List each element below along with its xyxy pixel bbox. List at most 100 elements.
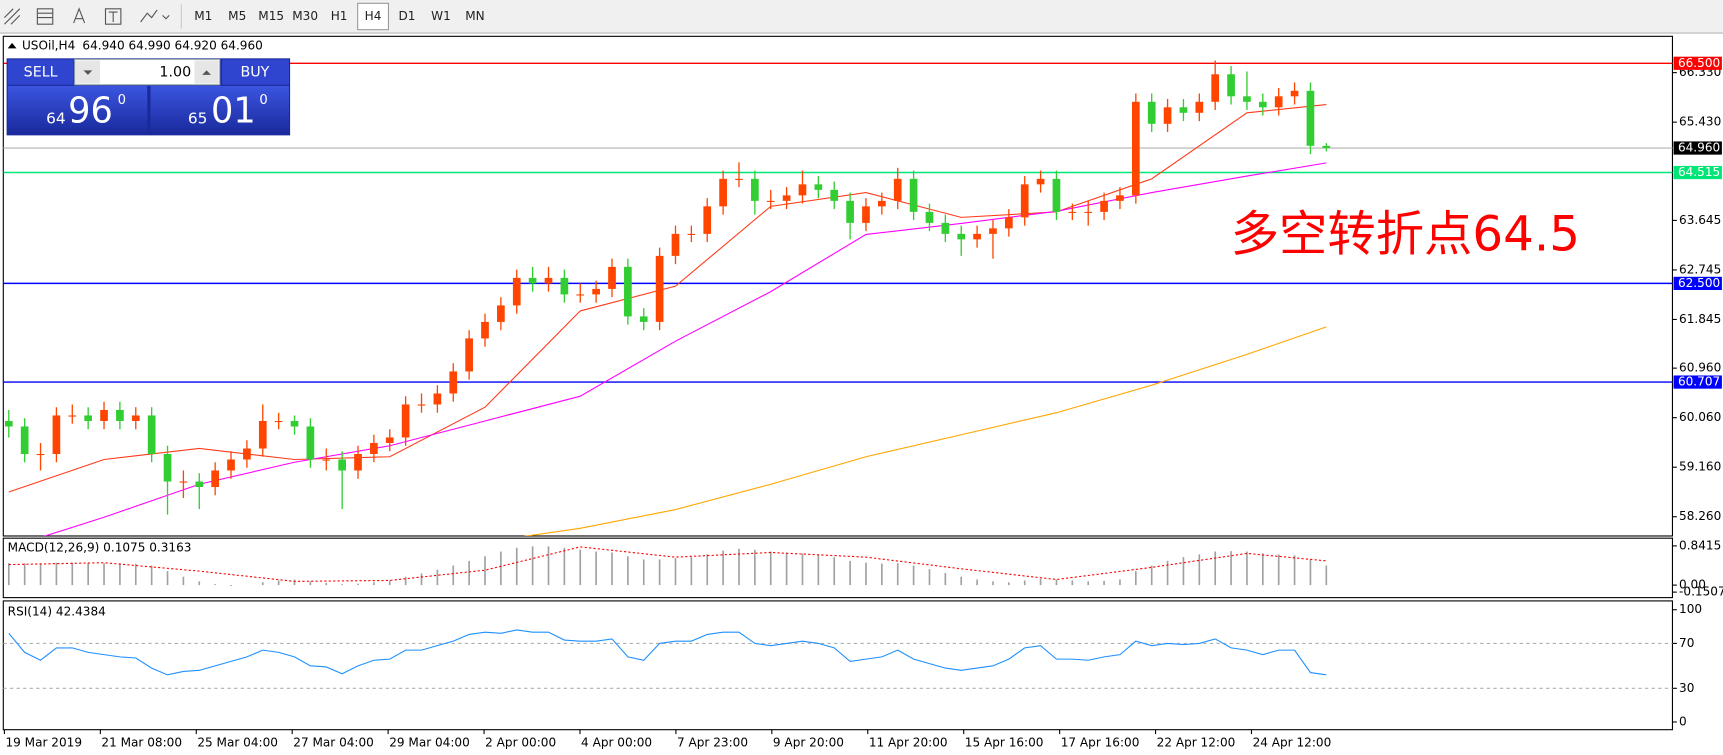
candle-body	[147, 415, 156, 454]
x-tick-label: 11 Apr 20:00	[869, 735, 948, 749]
timeframe-button[interactable]: W1	[431, 9, 451, 23]
up-arrow	[202, 70, 211, 75]
candle-body	[116, 409, 124, 421]
candle-body	[766, 200, 775, 202]
candle-body	[893, 178, 902, 201]
candle-body	[1147, 101, 1156, 124]
x-tick-label: 15 Apr 16:00	[965, 735, 1044, 749]
x-tick-label: 7 Apr 23:00	[677, 735, 748, 749]
timeframe-button[interactable]: M30	[292, 9, 318, 23]
timeframe-button[interactable]: MN	[465, 9, 484, 23]
candle-body	[830, 189, 839, 201]
toolbar-icons	[4, 4, 182, 29]
sell-label[interactable]: SELL	[24, 65, 58, 81]
candle-body	[1163, 107, 1172, 124]
candle-body	[973, 233, 981, 240]
fibo-icon[interactable]	[4, 8, 21, 25]
macd-tick-label: 0.8415	[1679, 538, 1721, 552]
candle-body	[52, 415, 61, 454]
candle-body	[719, 178, 727, 207]
candle-body	[1052, 178, 1061, 212]
x-tick-label: 9 Apr 20:00	[773, 735, 844, 749]
candle-body	[465, 338, 473, 372]
candle-body	[322, 459, 331, 461]
grid-icon[interactable]	[36, 8, 54, 25]
macd-tick-label: -0.1507	[1679, 585, 1723, 599]
candle-body	[846, 200, 854, 223]
timeframe-button[interactable]: H4	[365, 9, 382, 23]
candle-body	[163, 453, 172, 482]
shapes-icon[interactable]	[140, 9, 170, 23]
candle-body	[433, 393, 442, 405]
macd-tick-label: 0.00	[1679, 578, 1706, 592]
rsi-panel	[2, 600, 1674, 731]
candle-body	[512, 277, 521, 306]
sell-price-box[interactable]	[7, 85, 148, 135]
timeframe-button[interactable]: H1	[331, 9, 348, 23]
one-click-trading: SELL 1.00 BUY 64 96 0 65 01 0	[6, 58, 291, 136]
candle-body	[1258, 101, 1267, 108]
candle-body	[449, 371, 458, 394]
candle-body	[1036, 178, 1045, 185]
candle-body	[1179, 107, 1188, 113]
candle-body	[227, 459, 235, 471]
rsi-title: RSI(14) 42.4384	[8, 604, 106, 618]
y-tick-label: 62.745	[1679, 262, 1721, 276]
level-label-bg	[1673, 56, 1722, 70]
price-plot	[3, 60, 1673, 536]
candle-body	[1116, 195, 1124, 201]
level-label: 64.515	[1678, 165, 1720, 179]
candle-body	[179, 481, 188, 483]
symbol-title: USOil,H4	[22, 39, 75, 53]
candle-body	[1227, 74, 1235, 97]
selected-timeframe	[357, 2, 389, 31]
candle-body	[624, 266, 632, 317]
rsi-line	[8, 629, 1327, 676]
candle-body	[36, 453, 45, 456]
timeframe-button[interactable]: D1	[399, 9, 416, 23]
timeframe-button[interactable]: M5	[228, 9, 246, 23]
buy-button[interactable]	[221, 59, 289, 85]
candle-body	[354, 453, 362, 471]
candle-body	[258, 420, 267, 449]
timeframe-button[interactable]: M15	[258, 9, 284, 23]
rsi-tick-label: 100	[1679, 602, 1702, 616]
text-icon[interactable]	[73, 7, 86, 24]
macd-signal	[8, 546, 1327, 582]
buy-price-box[interactable]	[150, 85, 289, 135]
level-label-bg	[1673, 165, 1722, 180]
candle-body	[385, 437, 394, 443]
candle-body	[798, 184, 807, 196]
buy-price-pips: 01	[211, 90, 256, 131]
rsi-tick-label: 0	[1679, 714, 1687, 728]
sell-button[interactable]	[7, 59, 74, 85]
x-tick-label: 25 Mar 04:00	[197, 735, 278, 749]
candle-body	[576, 294, 585, 296]
candle-body	[1068, 211, 1077, 213]
y-tick-label: 65.430	[1679, 115, 1721, 129]
candle-body	[417, 404, 426, 406]
collapse-triangle[interactable]	[7, 42, 17, 49]
candle-body	[1020, 184, 1029, 218]
candle-body	[4, 420, 13, 427]
rsi-tick-label: 70	[1679, 636, 1694, 650]
sell-price-fraction: 0	[118, 93, 126, 108]
candle-body	[957, 233, 966, 240]
buy-label[interactable]: BUY	[240, 65, 269, 81]
candle-body	[735, 178, 743, 180]
volume-value[interactable]: 1.00	[159, 65, 191, 81]
buy-price-fraction: 0	[259, 93, 267, 108]
candle-body	[1290, 90, 1299, 97]
timeframe-button[interactable]: M1	[194, 9, 212, 23]
x-tick-label: 17 Apr 16:00	[1061, 735, 1140, 749]
label-icon[interactable]	[104, 8, 122, 25]
candle-body	[703, 206, 712, 234]
candle-body	[909, 178, 918, 212]
candle-body	[814, 184, 823, 190]
candle-body	[1243, 96, 1251, 102]
candle-body	[338, 459, 346, 471]
candle-body	[1195, 101, 1204, 113]
candle-body	[592, 288, 600, 295]
candle-body	[100, 409, 108, 421]
